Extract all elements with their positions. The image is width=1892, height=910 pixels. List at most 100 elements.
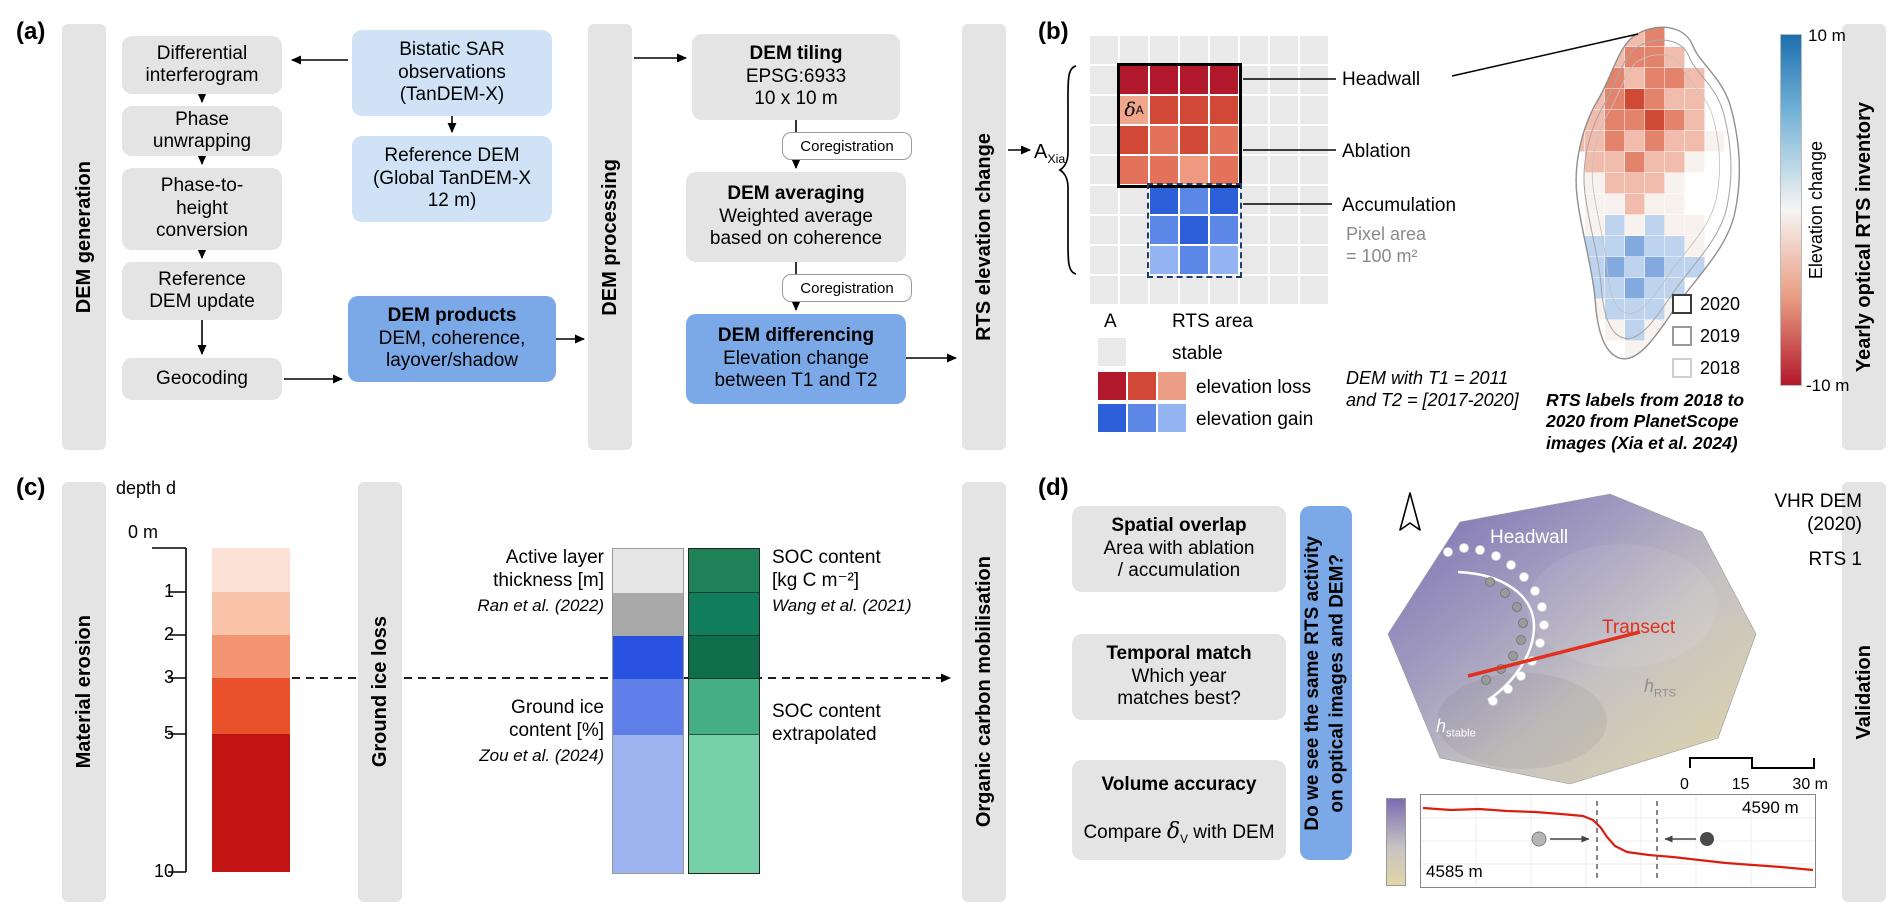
hillshade-highlight [1527, 544, 1717, 668]
legend-loss-swatch [1158, 372, 1186, 400]
grid-cell [1240, 66, 1268, 94]
bar-rts-elevation-change: RTS elevation change [962, 24, 1006, 450]
temporal-match-title: Temporal match [1106, 643, 1252, 665]
depth-tick-label: 2 [163, 624, 174, 644]
profile-line [1422, 806, 1814, 872]
soc-extrapolated-label: SOC content extrapolated [772, 701, 881, 746]
grid-cell [1270, 36, 1298, 64]
colorbar-axis-label: Elevation change [1806, 140, 1826, 280]
ground-ice-label: Ground ice content [%] [508, 697, 604, 742]
grid-cell [1270, 216, 1298, 244]
grid-cell [1300, 186, 1328, 214]
step-phase-to-height: Phase-to- height conversion [122, 168, 282, 250]
soc-column-segment [689, 735, 759, 873]
grid-cell [1180, 156, 1208, 184]
depth-tick-label: 10 [153, 861, 174, 881]
bar-rts-elevation-change-label: RTS elevation change [972, 133, 995, 341]
grid-cell [1210, 66, 1238, 94]
soc-column-segment [689, 679, 759, 735]
scale-bar-labels: 0 15 30 m [1680, 776, 1828, 794]
bar-yearly-inventory-label: Yearly optical RTS inventory [1852, 101, 1875, 373]
bar-dem-processing: DEM processing [588, 24, 632, 450]
year-label-2020: 2020 [1700, 294, 1741, 314]
depth-tick-label: 1 [163, 581, 174, 601]
grid-cell [1150, 96, 1178, 124]
elevation-colorbar [1780, 34, 1802, 386]
grid-cell [1210, 36, 1238, 64]
h-rts-symbol: h [1644, 676, 1655, 696]
volume-accuracy-post: with DEM [1187, 821, 1275, 843]
grid-cell [1090, 276, 1118, 304]
erosion-column [212, 548, 290, 872]
grid-cell [1210, 216, 1238, 244]
grid-cell [1180, 276, 1208, 304]
question-box: Do we see the same RTS activity on optic… [1300, 506, 1352, 860]
dem-products-box: DEM products DEM, coherence, layover/sha… [348, 296, 556, 382]
legend-area-symbol: A [1104, 311, 1117, 332]
soc-column [688, 548, 760, 874]
legend-loss-label: elevation loss [1196, 377, 1312, 398]
bar-material-erosion: Material erosion [62, 482, 106, 902]
scale-bar [1689, 757, 1815, 769]
grid-cell [1120, 276, 1148, 304]
grid-cell [1240, 246, 1268, 274]
grid-cell [1150, 216, 1178, 244]
dem-differencing-title: DEM differencing [717, 325, 875, 347]
ice-column [612, 548, 684, 874]
profile-min-label: 4585 m [1426, 862, 1483, 881]
grid-cell [1270, 246, 1298, 274]
grid-cell [1270, 126, 1298, 154]
bar-organic-carbon-label: Organic carbon mobilisation [972, 556, 995, 828]
bar-organic-carbon: Organic carbon mobilisation [962, 482, 1006, 902]
grid-cell [1180, 186, 1208, 214]
soc-column-segment [689, 636, 759, 679]
panel-c-label: (c) [16, 474, 46, 501]
volume-accuracy-title: Volume accuracy [1101, 773, 1257, 795]
bar-dem-generation: DEM generation [62, 24, 106, 450]
volume-accuracy-box: Volume accuracy Compare δV with DEM [1072, 760, 1286, 860]
map-headwall-label: Headwall [1490, 527, 1569, 548]
hillshade-shadow [1437, 673, 1607, 769]
elevation-profile-plot [1421, 795, 1815, 887]
grid-cell [1300, 246, 1328, 274]
ice-column-segment [613, 636, 683, 679]
dem-tiling-title: DEM tiling [749, 43, 843, 65]
grid-cell [1150, 156, 1178, 184]
grid-cell [1120, 186, 1148, 214]
spatial-overlap-body: Area with ablation / accumulation [1103, 537, 1255, 582]
rts-outline-2019 [1583, 39, 1732, 340]
ice-column-segment [613, 593, 683, 636]
legend-loss-swatch [1128, 372, 1156, 400]
delta-symbol: δ [1124, 99, 1136, 121]
legend-stable-label: stable [1172, 343, 1223, 364]
soc-label: SOC content [kg C m⁻²] [772, 547, 881, 592]
legend-stable-swatch [1098, 338, 1126, 366]
grid-cell [1090, 216, 1118, 244]
h-stable-symbol: h [1436, 716, 1447, 736]
legend-gain-swatch [1098, 404, 1126, 432]
depth-axis-title: depth d [116, 478, 177, 498]
colorbar-axis: Elevation change [1806, 96, 1827, 324]
rts-area-outline [1117, 63, 1242, 188]
bar-ground-ice-loss-label: Ground ice loss [368, 616, 391, 768]
grid-cell [1150, 186, 1178, 214]
erosion-column-segment [212, 635, 290, 678]
dem-products-body: DEM, coherence, layover/shadow [378, 327, 526, 372]
step-phase-unwrapping: Phase unwrapping [122, 106, 282, 156]
grid-cell [1300, 96, 1328, 124]
grid-cell [1180, 66, 1208, 94]
panel-b-label: (b) [1038, 18, 1069, 45]
year-label-2019: 2019 [1700, 326, 1741, 346]
ice-column-segment [613, 679, 683, 735]
grid-cell [1120, 66, 1148, 94]
grid-cell [1180, 216, 1208, 244]
step-differential-interferogram: Differential interferogram [122, 36, 282, 94]
temporal-match-box: Temporal match Which year matches best? [1072, 634, 1286, 720]
colorbar-max-label: 10 m [1808, 26, 1846, 45]
rts-outline-2020 [1575, 26, 1741, 360]
legend-gain-swatch [1128, 404, 1156, 432]
volume-accuracy-body: Compare δV with DEM [1075, 796, 1282, 846]
dem-period-note: DEM with T1 = 2011 and T2 = [2017-2020] [1346, 368, 1519, 410]
panel-a-arrows [197, 53, 1031, 384]
